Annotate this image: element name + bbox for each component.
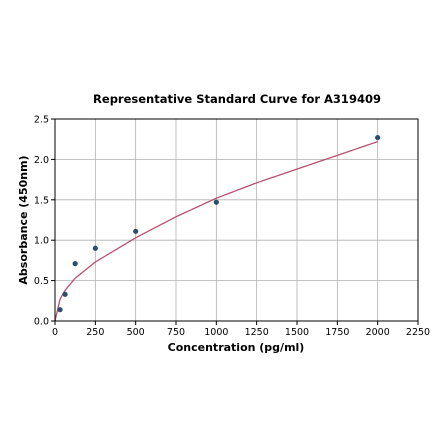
- data-point: [57, 307, 63, 313]
- y-axis-label: Absorbance (450nm): [17, 155, 30, 284]
- data-point: [213, 199, 219, 205]
- y-tick-label: 2.0: [34, 155, 49, 166]
- x-tick-label: 1000: [204, 327, 228, 338]
- x-axis-label: Concentration (pg/ml): [168, 341, 305, 354]
- x-tick-label: 250: [86, 327, 104, 338]
- data-point: [62, 291, 68, 297]
- x-tick-label: 1750: [325, 327, 349, 338]
- x-tick-label: 2000: [366, 327, 390, 338]
- data-point: [72, 261, 78, 267]
- data-point: [133, 228, 139, 234]
- y-axis-ticks: 0.0 0.5 1.0 1.5 2.0 2.5: [34, 115, 55, 328]
- x-tick-label: 0: [52, 327, 58, 338]
- x-axis-ticks: 0 250 500 750 1000 1250 1500 1750 2000 2250: [52, 321, 430, 338]
- data-point: [92, 245, 98, 251]
- y-tick-label: 1.0: [34, 236, 49, 247]
- x-tick-label: 500: [127, 327, 145, 338]
- x-tick-label: 1250: [245, 327, 269, 338]
- grid-lines: [54, 118, 419, 322]
- y-tick-label: 0.5: [34, 276, 49, 287]
- x-tick-label: 1500: [285, 327, 309, 338]
- chart-title: Representative Standard Curve for A31940…: [93, 92, 381, 106]
- y-tick-label: 0.0: [34, 317, 49, 328]
- x-tick-label: 2250: [406, 327, 430, 338]
- plot-frame: [54, 118, 419, 322]
- data-point: [375, 134, 381, 141]
- x-tick-label: 750: [167, 327, 185, 338]
- data-points-layer: [57, 134, 381, 313]
- y-tick-label: 2.5: [34, 115, 49, 126]
- y-tick-label: 1.5: [34, 195, 49, 206]
